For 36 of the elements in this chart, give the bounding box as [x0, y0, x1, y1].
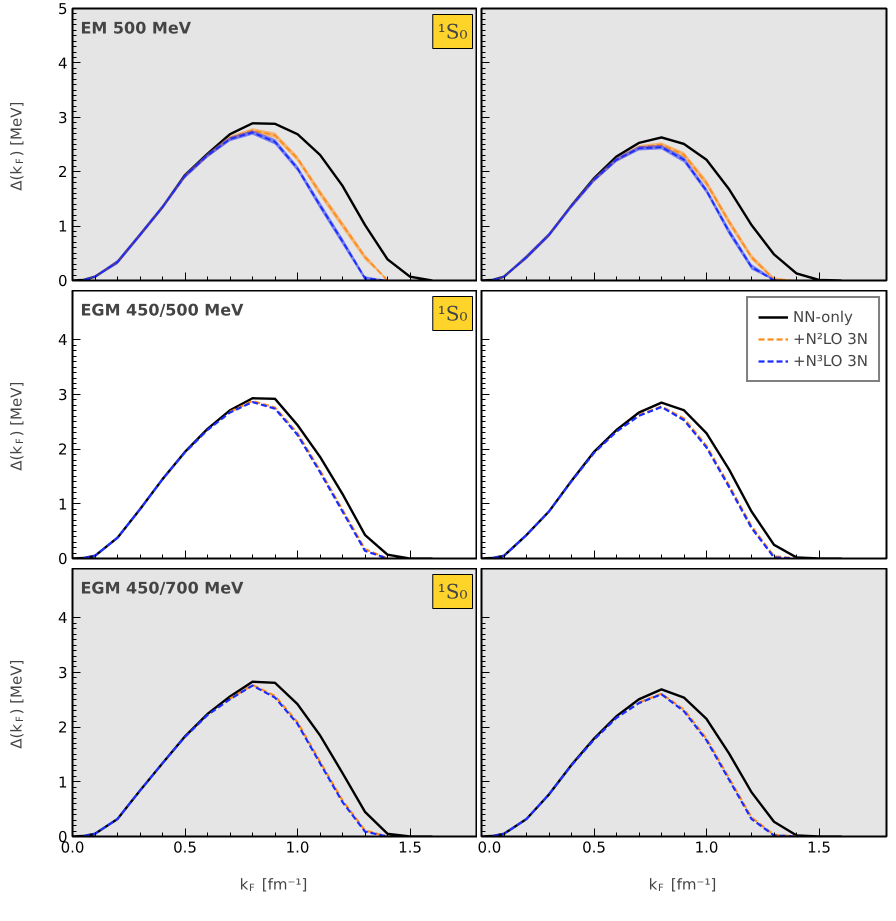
annotation: ¹S₀ — [438, 580, 468, 604]
x-tick-label: 0.0 — [478, 838, 502, 856]
y-tick-label: 1 — [58, 773, 68, 792]
legend-label: NN-only — [793, 308, 853, 326]
y-tick-label: 0 — [58, 550, 68, 568]
y-tick-label: 2 — [58, 440, 68, 459]
y-tick-label: 1 — [58, 495, 68, 514]
x-tick-label: 1.5 — [398, 838, 422, 856]
annotation: ¹S₀ — [438, 302, 468, 326]
y-tick-label: 4 — [58, 54, 68, 72]
annotation: ¹S₀ — [438, 20, 468, 44]
x-tick-label: 1.5 — [807, 838, 831, 856]
y-tick-label: 2 — [58, 718, 68, 737]
y-tick-label: 1 — [58, 218, 68, 236]
y-tick-label: 4 — [58, 609, 68, 628]
x-tick-label: 0.5 — [173, 838, 197, 856]
y-axis-title: Δ(kF) [MeV] — [8, 660, 26, 749]
x-tick-label: 1.0 — [694, 838, 718, 856]
y-tick-label: 2 — [58, 163, 68, 182]
y-tick-label: 4 — [58, 331, 68, 350]
annotation: EGM 450/500 MeV — [80, 300, 244, 320]
y-tick-label: 5 — [58, 0, 68, 18]
y-axis-title: Δ(kF) [MeV] — [8, 382, 26, 471]
legend-label: +N²LO 3N — [793, 330, 868, 348]
y-axis-title: Δ(kF) [MeV] — [8, 102, 26, 191]
x-axis-title: kF [fm⁻¹] — [240, 876, 308, 894]
x-tick-label: 1.0 — [286, 838, 310, 856]
y-tick-label: 0 — [58, 272, 68, 290]
legend-label: +N³LO 3N — [793, 352, 868, 370]
x-axis-title: kF [fm⁻¹] — [648, 876, 716, 894]
y-tick-label: 3 — [58, 664, 68, 682]
y-tick-label: 3 — [58, 108, 68, 127]
x-tick-label: 0.5 — [582, 838, 606, 856]
y-tick-label: 3 — [58, 386, 68, 404]
annotation: EM 500 MeV — [80, 18, 192, 38]
annotation: EGM 450/700 MeV — [80, 578, 244, 598]
